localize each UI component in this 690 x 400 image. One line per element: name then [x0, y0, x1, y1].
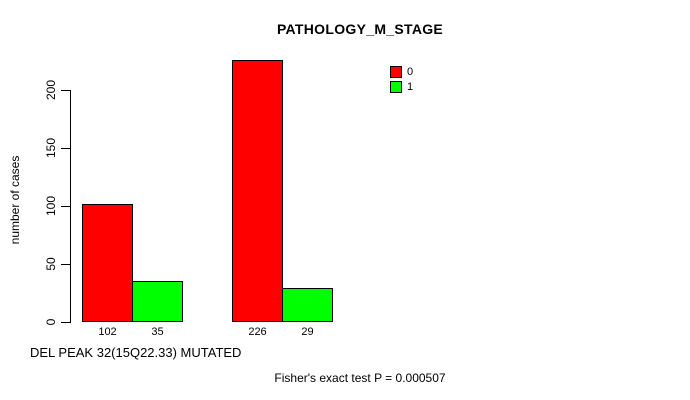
- y-axis-tick: [61, 264, 70, 265]
- bar-count-label: 35: [151, 326, 164, 338]
- bar-count-label: 102: [98, 326, 117, 338]
- legend-swatch-icon: [390, 80, 402, 93]
- chart-title: PATHOLOGY_M_STAGE: [276, 21, 444, 37]
- bar-count-label: 29: [301, 326, 314, 338]
- y-axis-tick: [61, 148, 70, 149]
- legend-label: 0: [407, 65, 414, 78]
- y-axis-tick: [61, 322, 70, 323]
- legend-label: 1: [407, 80, 414, 93]
- legend-entry-1: 1: [390, 79, 413, 94]
- bar-count-label: 226: [248, 326, 267, 338]
- y-axis-tick-label: 0: [44, 318, 58, 326]
- bar-series-1-group-1: [132, 281, 183, 322]
- fisher-test-annotation: Fisher's exact test P = 0.000507: [274, 371, 446, 385]
- y-axis-tick-label: 100: [44, 195, 58, 217]
- bar-series-0-group-1: [82, 204, 133, 322]
- y-axis-tick-label: 150: [44, 137, 58, 159]
- y-axis-line: [70, 90, 71, 323]
- y-axis-tick-label: 50: [44, 257, 58, 271]
- y-axis-tick: [61, 90, 70, 91]
- y-axis-tick: [61, 206, 70, 207]
- legend-swatch-icon: [390, 65, 402, 78]
- y-axis-label: number of cases: [8, 155, 22, 245]
- x-axis-label: DEL PEAK 32(15Q22.33) MUTATED: [30, 345, 242, 360]
- bar-series-0-group-2: [232, 60, 283, 322]
- bar-series-1-group-2: [282, 288, 333, 322]
- y-axis-tick-label: 200: [44, 79, 58, 101]
- legend-entry-0: 0: [390, 64, 413, 79]
